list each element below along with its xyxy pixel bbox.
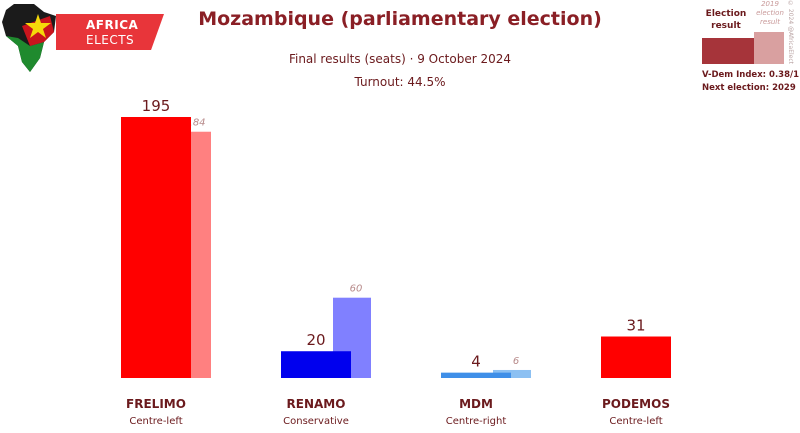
category-renamo: RENAMO xyxy=(287,397,346,411)
label-renamo: 20 xyxy=(306,331,325,349)
ideology-renamo: Conservative xyxy=(283,416,349,427)
copyright-text: © 2024 @AfricaElect xyxy=(787,0,794,64)
label-frelimo: 195 xyxy=(142,97,171,115)
next-election: Next election: 2029 xyxy=(702,83,796,93)
label-prev-frelimo: 184 xyxy=(186,118,205,129)
ideology-mdm: Centre-right xyxy=(446,416,507,427)
bar-frelimo xyxy=(121,117,191,378)
africa-elects-logo: AFRICA ELECTS xyxy=(0,0,170,80)
label-mdm: 4 xyxy=(471,353,481,371)
category-mdm: MDM xyxy=(459,397,493,411)
bar-podemos xyxy=(601,336,671,378)
bar-renamo xyxy=(281,351,351,378)
label-prev-renamo: 60 xyxy=(350,284,363,295)
chart-title: Mozambique (parliamentary election) xyxy=(198,8,602,30)
category-frelimo: FRELIMO xyxy=(126,397,186,411)
logo-text-elects: ELECTS xyxy=(86,33,135,47)
legend-previous-swatch xyxy=(754,32,784,64)
bar-mdm xyxy=(441,372,511,378)
logo-banner xyxy=(56,14,164,50)
bar-prev-mdm xyxy=(493,369,531,378)
ideology-podemos: Centre-left xyxy=(609,416,662,427)
vdem-index: V-Dem Index: 0.38/1 xyxy=(702,70,800,80)
legend-previous-label: 2019 election result xyxy=(756,0,784,26)
label-podemos: 31 xyxy=(626,317,645,335)
logo-text-africa: AFRICA xyxy=(86,18,139,32)
chart-subtitle: Final results (seats) · 9 October 2024 xyxy=(288,52,512,66)
legend-current-label: Election result xyxy=(705,9,747,31)
category-podemos: PODEMOS xyxy=(602,397,670,411)
legend-current-swatch xyxy=(702,38,754,64)
legend: Election result 2019 election result V-D… xyxy=(690,0,800,100)
turnout-label: Turnout: 44.5% xyxy=(354,75,446,89)
label-prev-mdm: 6 xyxy=(513,356,519,367)
ideology-frelimo: Centre-left xyxy=(129,416,182,427)
africa-map-icon xyxy=(2,4,56,72)
